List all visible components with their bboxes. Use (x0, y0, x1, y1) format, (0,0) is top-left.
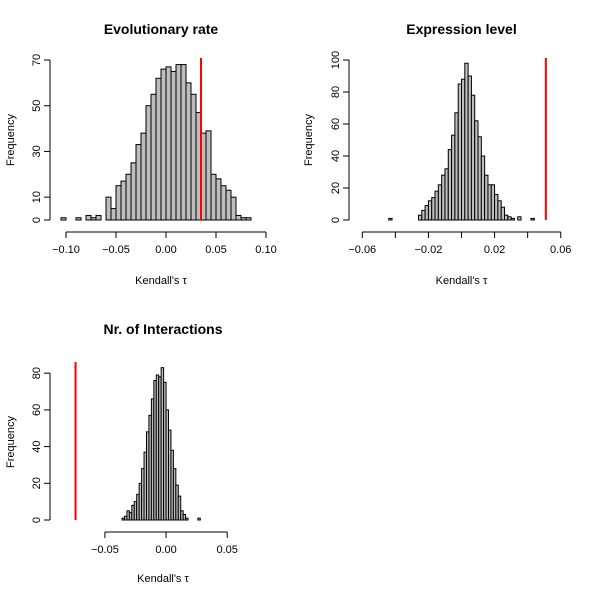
y-tick-label: 0 (330, 217, 342, 223)
histogram-bar (85, 214, 92, 221)
histogram-bar (170, 70, 177, 221)
histogram-bar (185, 82, 192, 221)
histogram-bar (145, 105, 152, 221)
histogram-bar (517, 216, 522, 221)
histogram-bar (177, 495, 182, 521)
x-tick-label: 0.06 (550, 244, 571, 256)
histogram-bar (190, 93, 197, 221)
histogram-bar (115, 185, 122, 221)
histogram-bar (182, 513, 187, 521)
panel-nr-of-interactions: Nr. of Interactions 0 20 40 60 80 −0.05 0.00 0.0… (5, 321, 238, 585)
histogram-bar (140, 132, 147, 221)
x-tick-label: −0.05 (102, 244, 130, 256)
x-tick-label: 0.00 (155, 244, 176, 256)
histogram-bar (130, 162, 137, 221)
x-tick-label: 0.02 (484, 244, 505, 256)
x-tick-label: −0.06 (348, 244, 376, 256)
y-tick-label: 50 (31, 100, 43, 112)
y-tick-label: 80 (330, 86, 342, 98)
histogram-bar (500, 206, 506, 221)
histogram-bar (225, 189, 232, 221)
histogram-bar (235, 214, 242, 221)
histogram-bar (220, 185, 227, 221)
y-axis-label: Frequency (5, 114, 17, 166)
x-tick-label: −0.10 (52, 244, 80, 256)
y-axis-label: Frequency (303, 114, 315, 166)
y-tick-label: 20 (330, 182, 342, 194)
chart-title: Nr. of Interactions (103, 321, 222, 337)
panel-evolutionary-rate: Evolutionary rate 0 10 30 50 70 −0.10 −0.05 0.00… (5, 21, 277, 287)
histogram-bar (240, 217, 247, 221)
histogram-bar (135, 144, 142, 221)
histogram-bar (175, 64, 182, 221)
chart-title: Evolutionary rate (104, 21, 219, 37)
x-tick-label: −0.02 (415, 244, 443, 256)
x-tick-label: 0.00 (155, 544, 176, 556)
y-tick-label: 10 (31, 191, 43, 203)
histogram-bar (215, 178, 222, 221)
histogram-bar (75, 217, 82, 221)
histogram-bar (185, 517, 189, 521)
x-tick-label: 0.10 (255, 244, 276, 256)
histogram-bar (180, 64, 187, 221)
histogram-bar (388, 217, 393, 221)
histogram-bar (120, 180, 127, 221)
histogram-bar (155, 77, 162, 221)
y-tick-label: 60 (330, 118, 342, 130)
y-tick-label: 0 (31, 517, 43, 523)
chart-title: Expression level (406, 21, 517, 37)
histogram-bar (60, 217, 67, 221)
histogram-bar (230, 196, 237, 221)
y-tick-label: 70 (31, 54, 43, 66)
y-tick-label: 40 (31, 440, 43, 452)
histogram-bar (210, 173, 217, 221)
histogram-bar (95, 214, 102, 221)
histogram-bar (197, 517, 201, 521)
histogram-bar (510, 217, 515, 221)
histogram-bar (150, 93, 157, 221)
panel-expression-level: Expression level 0 20 40 60 80 100 −0.06 −0.02 0.… (303, 21, 571, 287)
histogram-bar (245, 217, 252, 221)
y-tick-label: 20 (31, 477, 43, 489)
histogram-bar (105, 196, 112, 221)
y-axis-label: Frequency (5, 416, 17, 468)
histogram-bar (530, 217, 535, 221)
x-axis-label: Kendall's τ (135, 275, 187, 287)
y-tick-label: 40 (330, 150, 342, 162)
x-tick-label: 0.05 (205, 244, 226, 256)
y-tick-label: 60 (31, 404, 43, 416)
x-tick-label: 0.05 (216, 544, 237, 556)
histogram-bar (160, 68, 167, 221)
histogram-bar (165, 66, 172, 221)
y-tick-label: 0 (31, 217, 43, 223)
y-tick-label: 100 (330, 51, 342, 69)
y-tick-label: 80 (31, 367, 43, 379)
x-tick-label: −0.05 (91, 544, 119, 556)
x-axis-label: Kendall's τ (137, 573, 189, 585)
x-axis-label: Kendall's τ (436, 275, 488, 287)
histogram-bar (110, 208, 117, 221)
histogram-bar (90, 217, 97, 221)
y-tick-label: 30 (31, 145, 43, 157)
histogram-bar (205, 130, 212, 221)
histogram-bar (125, 173, 132, 221)
